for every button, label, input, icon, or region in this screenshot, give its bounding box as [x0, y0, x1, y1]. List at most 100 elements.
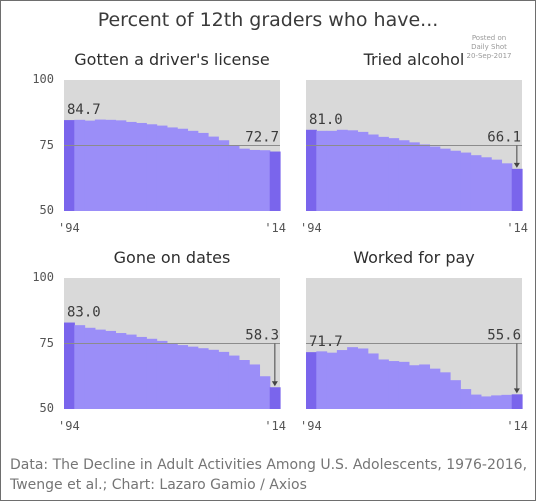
bar: [419, 144, 431, 211]
bar: [398, 361, 410, 409]
source-note: Data: The Decline in Adult Activities Am…: [10, 457, 528, 493]
bar: [511, 168, 523, 211]
bar: [166, 342, 178, 409]
bar: [378, 359, 389, 409]
end-label-arrowhead: [513, 388, 520, 394]
bar: [249, 149, 261, 211]
bar: [357, 131, 369, 211]
bar: [511, 394, 523, 409]
bar: [64, 322, 75, 409]
bar: [115, 333, 127, 409]
bar: [125, 334, 137, 409]
bar: [408, 365, 420, 409]
bar: [259, 150, 271, 211]
bar: [460, 152, 472, 211]
end-value-label: 66.1: [487, 130, 521, 146]
watermark: Posted on Daily Shot 20-Sep-2017: [444, 34, 534, 61]
panel-title: Gone on dates: [113, 248, 231, 267]
chart-panel: Worked for pay 71.7 55.6 '94 '14: [300, 248, 528, 433]
watermark-line-2: Daily Shot: [471, 43, 507, 51]
bar: [336, 129, 348, 211]
bar: [326, 130, 338, 211]
panel-title: Worked for pay: [353, 248, 475, 267]
bar: [136, 122, 147, 211]
main-title: Percent of 12th graders who have...: [97, 9, 439, 31]
end-value-label: 58.3: [245, 328, 279, 344]
bar: [367, 134, 379, 211]
bar: [125, 121, 137, 211]
plot-area: 71.7 55.6: [306, 278, 523, 409]
bar: [491, 395, 503, 409]
bar: [450, 150, 461, 211]
bar: [501, 163, 513, 211]
panel-title: Tried alcohol: [363, 50, 465, 69]
y-tick-label: 75: [39, 137, 54, 152]
chart-panel: Gone on dates 83.0 58.3 50 75 100 '94 '14: [32, 248, 286, 433]
bar: [388, 138, 400, 211]
bar: [197, 348, 209, 409]
bar: [326, 352, 338, 409]
chart-panel: Gotten a driver's license 84.7 72.7 50 75 100…: [32, 50, 286, 235]
bar: [450, 380, 461, 409]
bar: [306, 352, 317, 409]
x-tick-label: '94: [300, 221, 322, 235]
bar: [259, 376, 271, 409]
bar: [187, 346, 199, 409]
bar: [84, 120, 96, 211]
bar: [316, 130, 328, 211]
bar: [429, 368, 441, 409]
bar: [306, 129, 317, 211]
bar: [347, 347, 359, 409]
bar: [460, 389, 472, 409]
bar: [74, 119, 86, 211]
bar: [64, 120, 75, 211]
plot-area: 81.0 66.1: [306, 80, 523, 211]
bar: [177, 128, 189, 211]
x-tick-label: '94: [58, 221, 80, 235]
end-value-label: 72.7: [245, 130, 279, 146]
end-value-label: 55.6: [487, 328, 521, 344]
x-tick-label: '14: [506, 221, 528, 235]
bar: [336, 350, 348, 409]
bar: [470, 394, 482, 409]
bar: [347, 130, 359, 211]
bar: [491, 159, 503, 211]
bar: [238, 148, 250, 211]
bar: [187, 130, 199, 211]
chart-panel: Tried alcohol 81.0 66.1 '94 '14: [300, 50, 528, 235]
bar: [136, 336, 147, 409]
bar: [74, 325, 86, 409]
panel-title: Gotten a driver's license: [74, 50, 270, 69]
plot-area: 84.7 72.7: [64, 80, 281, 211]
bar: [269, 387, 281, 409]
y-tick-label: 50: [39, 203, 54, 217]
bar: [367, 353, 379, 409]
bar: [228, 144, 240, 211]
bar: [94, 329, 106, 409]
bar: [480, 396, 492, 409]
bar: [146, 338, 158, 409]
start-value-label: 84.7: [67, 102, 101, 118]
bar: [470, 155, 482, 211]
bar: [156, 125, 168, 211]
bar: [105, 119, 117, 211]
bar: [419, 364, 431, 409]
bar: [208, 349, 219, 409]
end-label-arrowhead: [271, 381, 278, 387]
y-tick-label: 100: [32, 270, 54, 284]
bar: [439, 372, 451, 409]
bar: [146, 124, 158, 211]
y-tick-label: 50: [39, 401, 54, 415]
bar: [218, 351, 230, 409]
x-tick-label: '94: [300, 419, 322, 433]
start-value-label: 81.0: [309, 112, 343, 128]
bar: [84, 327, 96, 409]
x-tick-label: '14: [506, 419, 528, 433]
x-tick-label: '94: [58, 419, 80, 433]
bar: [156, 340, 168, 409]
bar: [228, 355, 240, 409]
bar: [357, 348, 369, 409]
bar: [388, 361, 400, 409]
bar: [238, 360, 250, 409]
bar: [398, 140, 410, 211]
